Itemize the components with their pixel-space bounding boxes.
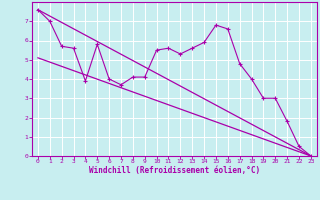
X-axis label: Windchill (Refroidissement éolien,°C): Windchill (Refroidissement éolien,°C) <box>89 166 260 175</box>
